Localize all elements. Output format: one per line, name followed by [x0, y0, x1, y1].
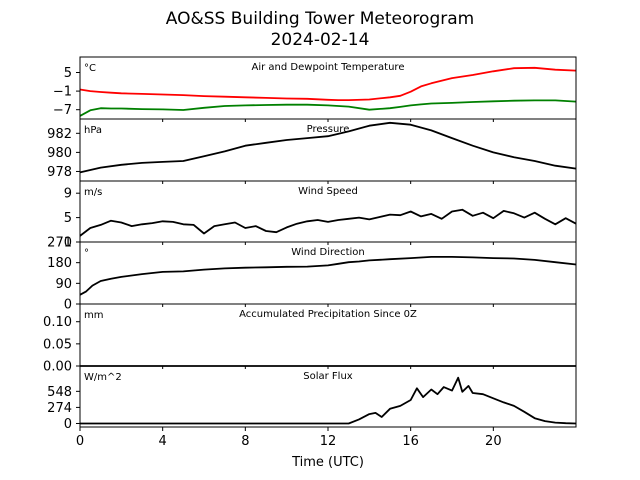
panel-3-ytick-label-1: 180 — [47, 256, 72, 271]
panel-5-unit: W/m^2 — [84, 372, 122, 383]
panels-group: 5−1−7°C Air and Dewpoint Temperature98298… — [43, 56, 577, 432]
panel-1-series-0 — [79, 121, 577, 174]
panel-1-ytick-label-1: 980 — [47, 146, 72, 161]
x-axis-label: Time (UTC) — [291, 455, 364, 470]
panel-5-ytick-label-1: 274 — [47, 401, 72, 416]
panel-2: 9 5 1 m/s Wind Speed — [64, 180, 577, 251]
panel-4-ytick-label-0: 0.10 — [43, 315, 72, 330]
panel-5-title: Solar Flux — [303, 371, 353, 382]
panel-2-ytick-label-2: 1 — [64, 236, 72, 251]
panel-1-ytick-label-2: 978 — [47, 165, 72, 180]
panel-0: 5 −1 −7 °C Air and Dewpoint Temperature — [53, 56, 577, 122]
panel-2-ytick-label-0: 9 — [64, 187, 72, 202]
x-tick-label-5: 20 — [485, 434, 502, 449]
chart-title-line1: AO&SS Building Tower Meteorogram — [166, 9, 474, 29]
panel-3-ytick-label-3: 0 — [64, 298, 72, 313]
x-axis: 0 4 8 12 16 20 — [76, 434, 502, 449]
panel-0-unit: °C — [84, 63, 96, 74]
x-tick-label-3: 12 — [320, 434, 337, 449]
panel-3-unit: ° — [84, 248, 89, 259]
x-tick-label-2: 8 — [241, 434, 249, 449]
panel-0-series-1 — [79, 99, 577, 117]
panel-5-ytick-label-2: 0 — [64, 417, 72, 432]
panel-2-unit: m/s — [84, 187, 102, 198]
panel-3-title: Wind Direction — [291, 247, 365, 258]
x-tick-label-0: 0 — [76, 434, 84, 449]
panel-3-series-0 — [79, 255, 577, 296]
x-tick-label-1: 4 — [159, 434, 167, 449]
panel-4: 0.10 0.05 0.00 mm Accumulated Precipitation … — [43, 303, 577, 375]
panel-3-ytick-label-2: 90 — [55, 277, 72, 292]
panel-4-unit: mm — [84, 310, 103, 321]
panel-4-ytick-label-2: 0.00 — [43, 360, 72, 375]
panel-0-series-0 — [79, 66, 577, 101]
panel-0-title: Air and Dewpoint Temperature — [252, 62, 405, 73]
panel-5-ytick-label-0: 548 — [47, 385, 72, 400]
panel-1-title: Pressure — [307, 124, 350, 135]
chart-title-line2: 2024-02-14 — [271, 30, 370, 50]
panel-0-ytick-label-2: −7 — [53, 103, 72, 118]
panel-2-ytick-label-1: 5 — [64, 211, 72, 226]
panel-2-title: Wind Speed — [298, 186, 358, 197]
panel-1-ytick-label-0: 982 — [47, 127, 72, 142]
panel-4-ytick-label-1: 0.05 — [43, 337, 72, 352]
panel-3-ytick-label-0: 270 — [47, 236, 72, 251]
panel-0-ytick-label-0: 5 — [64, 66, 72, 81]
x-tick-label-4: 16 — [402, 434, 419, 449]
panel-2-series-0 — [79, 208, 577, 237]
panel-5-series-0 — [80, 376, 577, 425]
panel-4-title: Accumulated Precipitation Since 0Z — [239, 309, 417, 320]
panel-0-ytick-label-1: −1 — [53, 85, 72, 100]
panel-3: 270 180 90 0 ° Wind Direction — [47, 236, 577, 313]
panel-1: 982 980 978 hPa Pressure — [47, 118, 577, 184]
panel-1-unit: hPa — [84, 125, 102, 136]
